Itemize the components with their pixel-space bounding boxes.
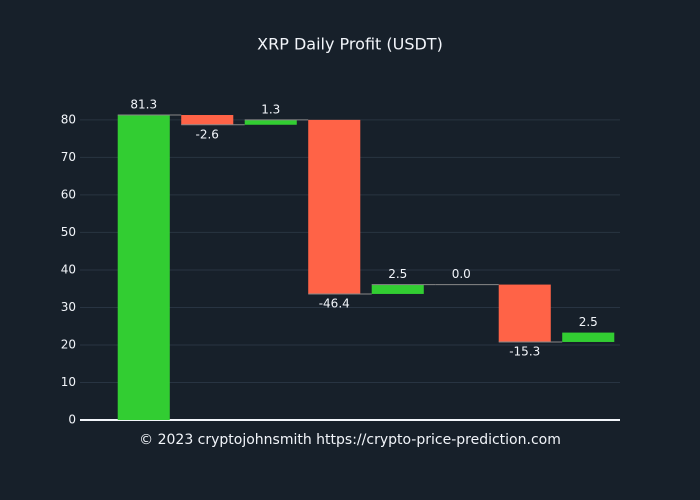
y-tick-label: 60 (61, 187, 76, 201)
annotation: © 2023 cryptojohnsmith https://crypto-pr… (139, 432, 561, 448)
data-label: 1.3 (261, 102, 280, 116)
data-label: 0.0 (452, 267, 471, 281)
data-label: 2.5 (579, 315, 598, 329)
bar (308, 119, 361, 294)
data-label: 2.5 (388, 267, 407, 281)
bar (244, 119, 297, 125)
y-tick-label: 70 (61, 150, 76, 164)
bar (371, 284, 424, 294)
bar (181, 115, 234, 125)
y-tick-label: 80 (61, 112, 76, 126)
data-label: 81.3 (130, 98, 157, 112)
y-tick-label: 0 (68, 413, 76, 427)
data-label: -15.3 (509, 344, 540, 358)
y-tick-label: 50 (61, 225, 76, 239)
bar (562, 332, 615, 342)
y-tick-label: 40 (61, 262, 76, 276)
y-tick-label: 20 (61, 337, 76, 351)
data-label: -46.4 (319, 296, 350, 310)
bar (498, 284, 551, 342)
y-tick-label: 10 (61, 375, 76, 389)
y-tick-label: 30 (61, 300, 76, 314)
bar (117, 115, 170, 420)
data-label: -2.6 (196, 127, 219, 141)
chart-title: XRP Daily Profit (USDT) (257, 35, 443, 54)
